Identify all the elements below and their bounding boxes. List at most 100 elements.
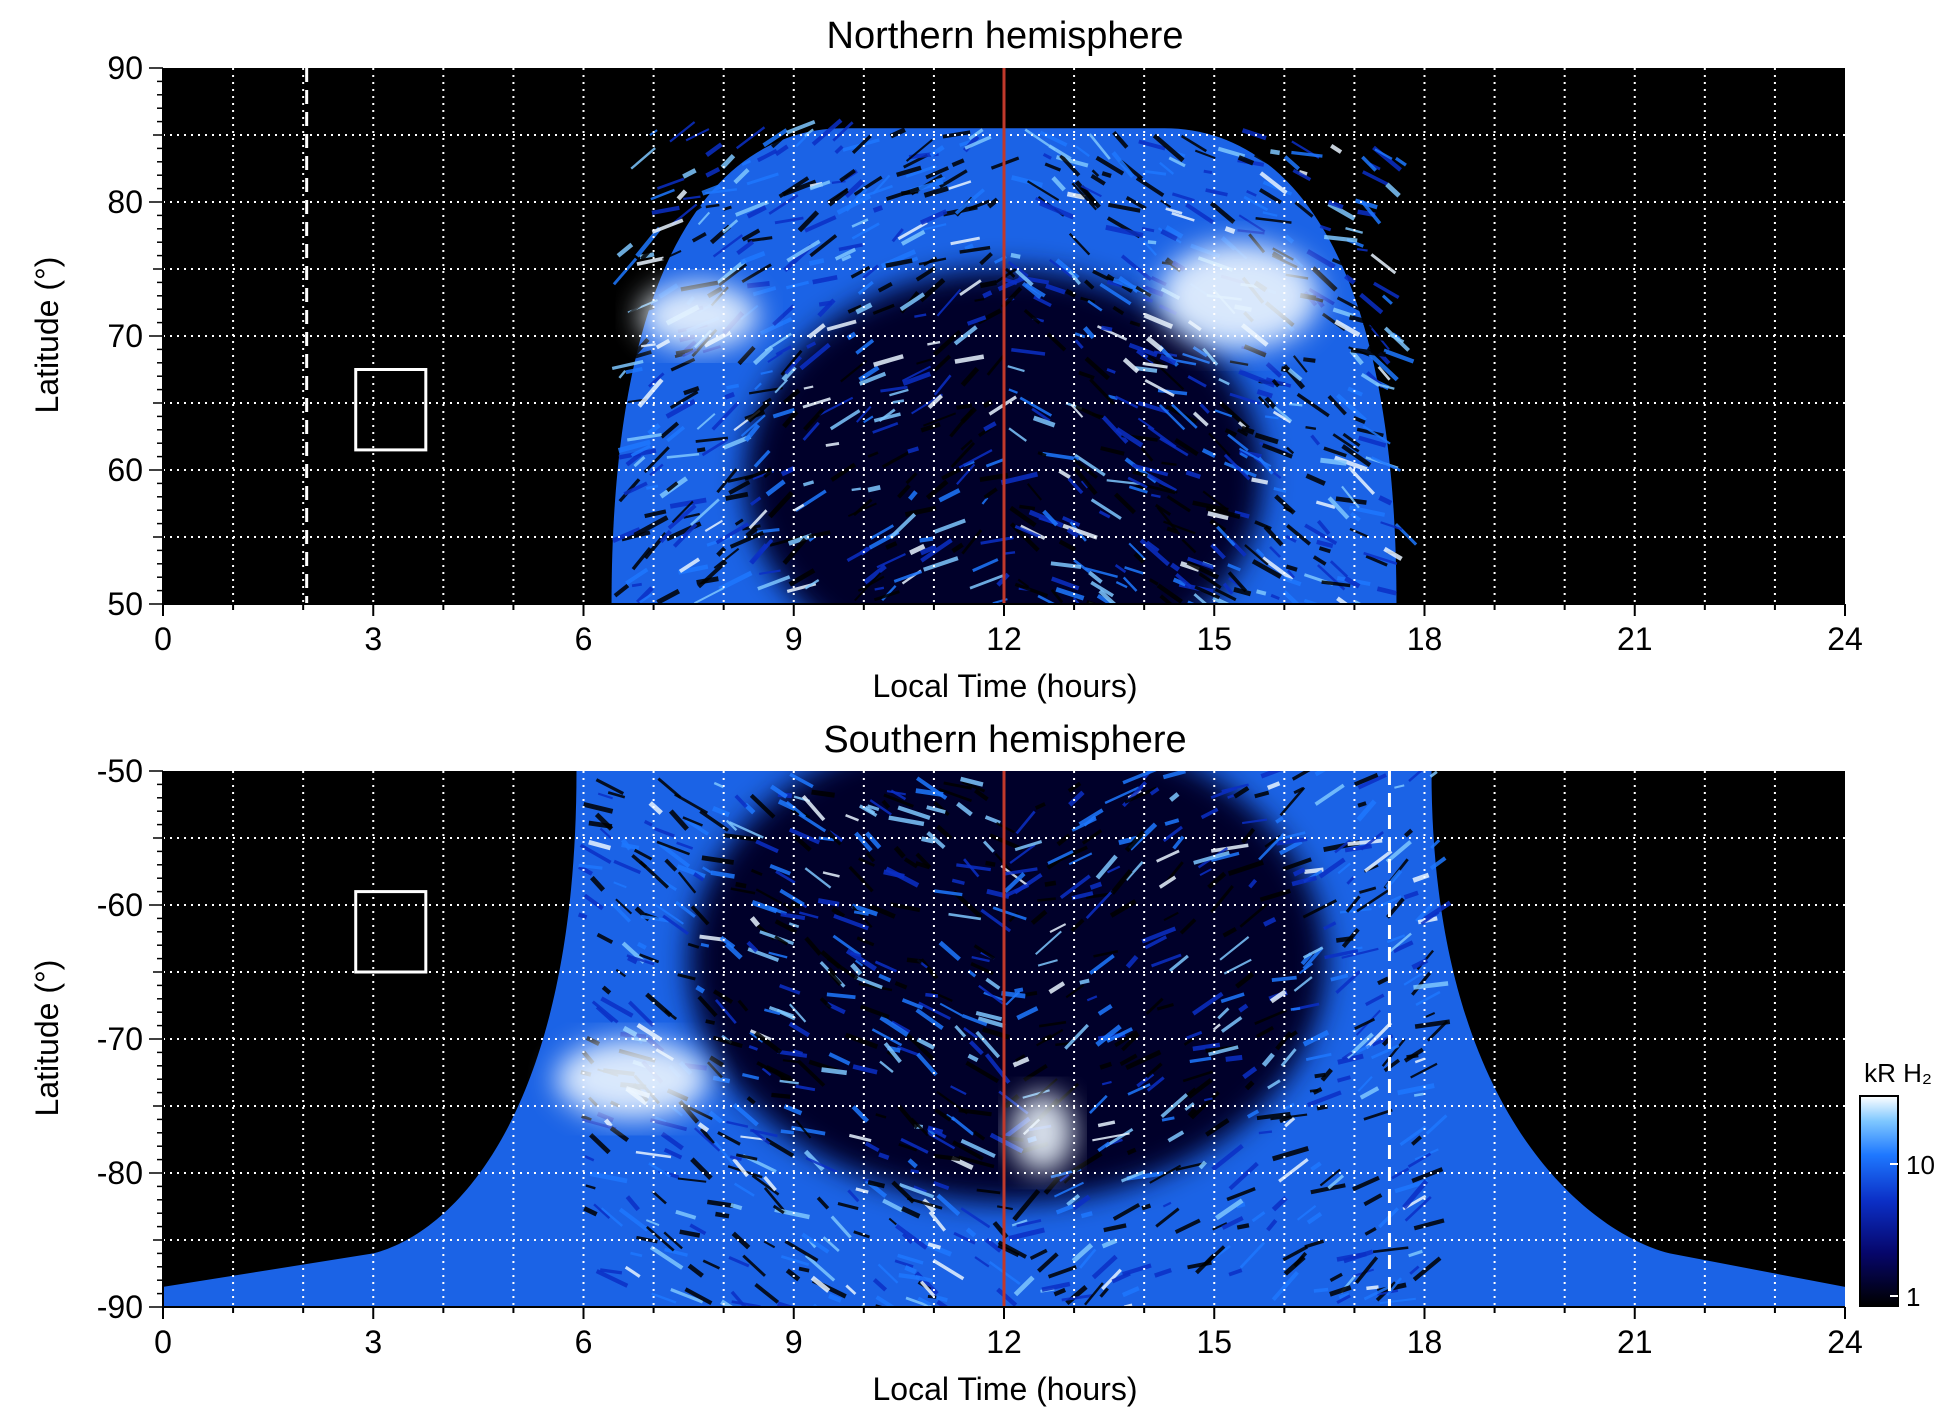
streak-south xyxy=(1089,881,1103,890)
streak-north xyxy=(1223,453,1251,481)
streak-south xyxy=(1283,1102,1295,1111)
streak-north xyxy=(1124,566,1144,575)
streak-south xyxy=(1343,1249,1374,1264)
streak-north xyxy=(995,267,1018,284)
streak-north xyxy=(1284,234,1295,244)
streak-north xyxy=(1290,176,1319,204)
streak-north xyxy=(1208,432,1231,457)
streak-south xyxy=(1065,984,1085,999)
streak-north xyxy=(1187,556,1215,570)
streak-south xyxy=(1284,1116,1296,1128)
streak-south xyxy=(1200,807,1219,820)
streak-north xyxy=(1335,496,1367,505)
streak-south xyxy=(1146,1076,1165,1092)
streak-north xyxy=(1114,564,1127,574)
streak-north xyxy=(1246,190,1257,197)
streak-south xyxy=(1144,935,1168,950)
streak-south xyxy=(1192,1042,1221,1052)
streak-south xyxy=(700,942,710,948)
streak-south xyxy=(620,838,632,851)
streak-south xyxy=(1101,1238,1118,1249)
streak-south xyxy=(1190,1090,1220,1120)
streak-south xyxy=(1084,1282,1104,1306)
streak-north xyxy=(1185,470,1201,479)
streak-north xyxy=(619,303,641,323)
streak-south xyxy=(1008,1227,1045,1241)
streak-south xyxy=(943,781,972,790)
streak-south xyxy=(1186,1030,1203,1040)
streak-south xyxy=(599,827,613,840)
streak-north xyxy=(1362,425,1391,445)
streak-south xyxy=(582,1118,617,1131)
streak-north xyxy=(711,400,741,431)
streak-north xyxy=(1090,173,1106,186)
streak-south xyxy=(837,1202,859,1211)
streak-north xyxy=(648,372,665,388)
streak-north xyxy=(1287,569,1295,579)
streak-north xyxy=(1265,377,1292,388)
streak-south xyxy=(1204,1097,1213,1102)
streak-north xyxy=(907,446,920,454)
streak-south xyxy=(810,1275,831,1293)
streak-north xyxy=(889,388,909,397)
streak-south xyxy=(774,935,789,946)
streak-north xyxy=(1141,227,1155,233)
streak-north xyxy=(765,479,786,497)
x-tick-label-south: 6 xyxy=(575,1324,593,1360)
streak-south xyxy=(1282,857,1312,872)
streak-north xyxy=(1106,479,1141,486)
streak-north xyxy=(713,547,740,569)
streak-north xyxy=(612,527,641,543)
streak-north xyxy=(921,223,947,231)
streak-north xyxy=(1336,596,1349,604)
streak-south xyxy=(664,858,678,872)
streak-north xyxy=(757,575,791,591)
streak-south xyxy=(1104,1127,1134,1148)
streak-south xyxy=(657,777,682,799)
streak-south xyxy=(1055,1204,1074,1215)
streak-south xyxy=(788,827,821,845)
streak-south xyxy=(1324,949,1359,960)
streak-north xyxy=(631,582,642,588)
streak-south xyxy=(1365,1021,1393,1049)
streak-south xyxy=(967,1053,979,1063)
streak-south xyxy=(1034,802,1046,810)
streak-north xyxy=(878,408,896,423)
streak-north xyxy=(715,522,750,545)
streak-north xyxy=(1273,406,1293,423)
streak-north xyxy=(741,159,752,167)
streak-north xyxy=(834,145,844,155)
streak-south xyxy=(1266,781,1281,790)
streak-south xyxy=(915,861,931,870)
streak-south xyxy=(1004,883,1030,898)
streak-north xyxy=(1068,232,1091,256)
streak-north xyxy=(1152,133,1185,163)
streak-north xyxy=(1237,155,1255,166)
streak-north xyxy=(804,128,814,137)
streak-north xyxy=(784,355,802,375)
streak-north xyxy=(948,180,972,190)
streak-south xyxy=(1275,1031,1293,1051)
streak-north xyxy=(1050,561,1082,569)
streak-north xyxy=(1115,395,1139,409)
streak-south xyxy=(1187,1077,1213,1099)
streak-north xyxy=(847,502,877,518)
streak-north xyxy=(1323,446,1347,458)
streak-south xyxy=(1088,954,1115,975)
streak-north xyxy=(1051,176,1066,192)
streak-north xyxy=(964,135,992,150)
streak-south xyxy=(1251,1211,1266,1223)
streak-north xyxy=(741,228,761,242)
streak-south xyxy=(1263,916,1277,927)
streak-south xyxy=(867,804,880,812)
streak-south xyxy=(1413,981,1449,990)
streak-north xyxy=(1128,342,1158,358)
streak-south xyxy=(844,1032,879,1050)
streak-north xyxy=(1273,487,1287,494)
streak-north xyxy=(740,414,766,437)
streak-north xyxy=(735,126,766,150)
streak-north xyxy=(851,487,862,492)
streak-north xyxy=(1075,145,1090,157)
streak-north xyxy=(716,546,727,557)
streak-south xyxy=(779,888,805,907)
